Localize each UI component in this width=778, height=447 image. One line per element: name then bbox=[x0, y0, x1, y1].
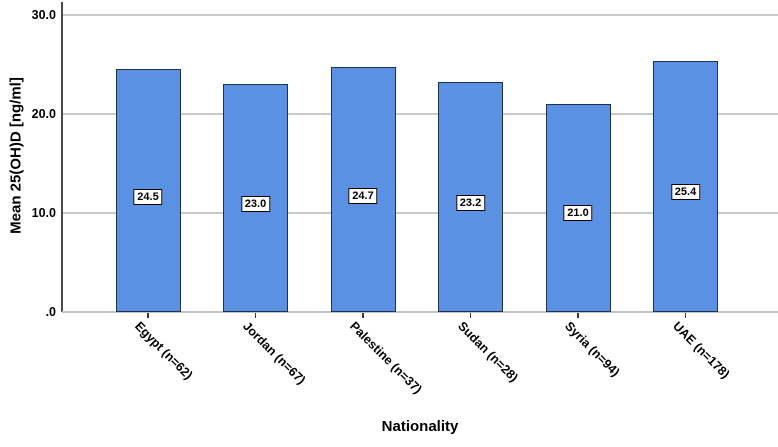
x-axis-line bbox=[62, 311, 778, 313]
x-axis-tick bbox=[254, 313, 257, 318]
bar: 23.0 bbox=[223, 84, 288, 312]
gridline bbox=[62, 14, 778, 16]
x-axis-tick bbox=[147, 313, 149, 318]
x-axis-tick bbox=[469, 313, 472, 318]
x-tick-label: Syria (n=94) bbox=[562, 319, 623, 380]
y-tick-label: 20.0 bbox=[31, 107, 56, 121]
bar: 21.0 bbox=[545, 104, 611, 312]
x-tick-label: Jordan (n=67) bbox=[239, 319, 308, 388]
x-axis-tick bbox=[362, 313, 364, 318]
bar-value-label: 25.4 bbox=[670, 184, 701, 201]
x-axis-title: Nationality bbox=[381, 418, 459, 435]
y-tick-label: 10.0 bbox=[31, 206, 56, 220]
x-tick-label: UAE (n=178) bbox=[669, 319, 732, 382]
bar: 25.4 bbox=[653, 60, 718, 312]
y-tick-label: 30.0 bbox=[31, 8, 56, 22]
x-tick-label: Sudan (n=28) bbox=[454, 319, 521, 385]
bar: 24.7 bbox=[330, 67, 396, 312]
x-axis-tick bbox=[684, 313, 687, 318]
bar: 23.2 bbox=[438, 82, 503, 312]
bar-value-label: 24.7 bbox=[348, 187, 378, 204]
y-tick-label: .0 bbox=[45, 305, 56, 319]
x-tick-label: Palestine (n=37) bbox=[347, 319, 425, 397]
bar-value-label: 23.0 bbox=[240, 195, 271, 212]
bar-value-label: 21.0 bbox=[563, 205, 593, 222]
y-axis-line bbox=[61, 2, 63, 312]
x-axis-tick bbox=[577, 313, 579, 318]
bar-value-label: 23.2 bbox=[455, 194, 486, 211]
bar-value-label: 24.5 bbox=[133, 188, 163, 205]
x-tick-label: Egypt (n=62) bbox=[132, 319, 196, 383]
bar: 24.5 bbox=[115, 69, 181, 312]
gridline bbox=[62, 212, 778, 214]
gridline bbox=[62, 113, 778, 115]
